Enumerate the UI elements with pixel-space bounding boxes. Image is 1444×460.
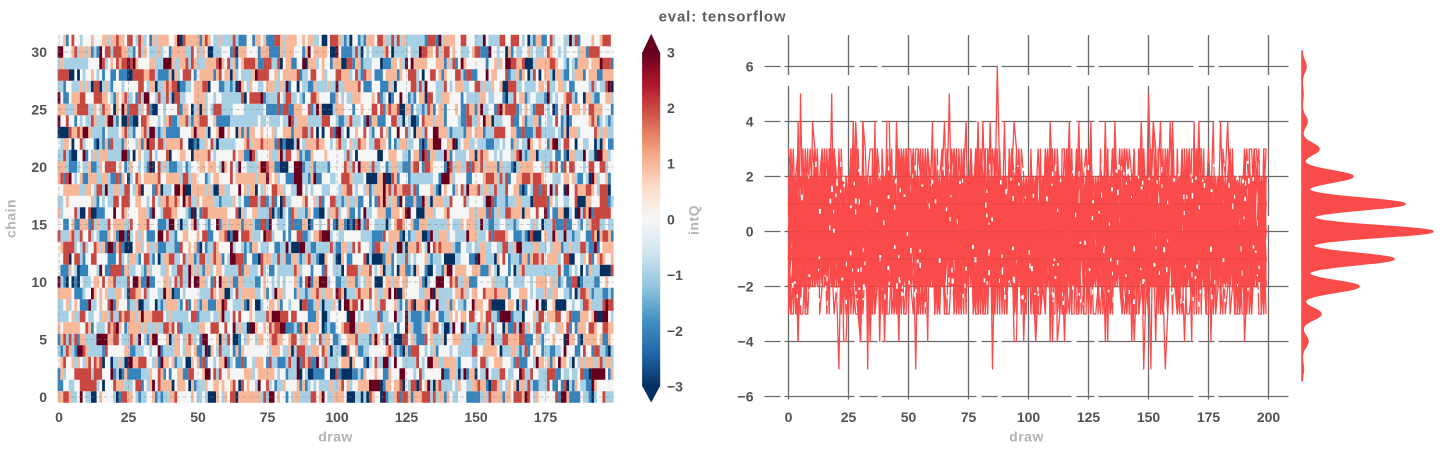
svg-text:−2: −2 [667,323,683,339]
svg-text:draw: draw [318,429,353,445]
svg-text:25: 25 [31,102,47,118]
svg-text:0: 0 [55,409,63,425]
svg-text:150: 150 [464,409,488,425]
svg-text:75: 75 [260,409,276,425]
svg-text:2: 2 [667,100,675,116]
svg-text:175: 175 [534,409,558,425]
svg-text:25: 25 [841,409,857,425]
svg-text:−1: −1 [667,267,683,283]
svg-text:75: 75 [961,409,977,425]
svg-text:3: 3 [667,44,675,60]
svg-text:125: 125 [1077,409,1101,425]
svg-text:intQ: intQ [686,205,702,235]
svg-text:4: 4 [746,114,754,130]
svg-text:30: 30 [31,44,47,60]
svg-text:0: 0 [785,409,793,425]
svg-text:50: 50 [901,409,917,425]
svg-text:175: 175 [1197,409,1221,425]
svg-text:2: 2 [746,169,754,185]
svg-text:100: 100 [325,409,349,425]
svg-text:5: 5 [39,332,47,348]
svg-text:chain: chain [3,199,19,238]
svg-text:6: 6 [746,59,754,75]
svg-text:100: 100 [1017,409,1041,425]
svg-text:0: 0 [746,224,754,240]
svg-text:0: 0 [667,211,675,227]
svg-text:−6: −6 [738,389,754,405]
svg-text:draw: draw [1009,429,1044,445]
svg-text:125: 125 [395,409,419,425]
svg-text:1: 1 [667,156,675,172]
svg-text:−4: −4 [738,334,754,350]
svg-text:25: 25 [121,409,137,425]
svg-text:150: 150 [1137,409,1161,425]
svg-text:10: 10 [31,274,47,290]
svg-text:200: 200 [1257,409,1281,425]
svg-text:15: 15 [31,217,47,233]
svg-text:20: 20 [31,159,47,175]
svg-text:−3: −3 [667,379,683,395]
svg-text:−2: −2 [738,279,754,295]
svg-text:eval: tensorflow: eval: tensorflow [659,9,787,26]
svg-text:50: 50 [190,409,206,425]
svg-text:0: 0 [39,389,47,405]
